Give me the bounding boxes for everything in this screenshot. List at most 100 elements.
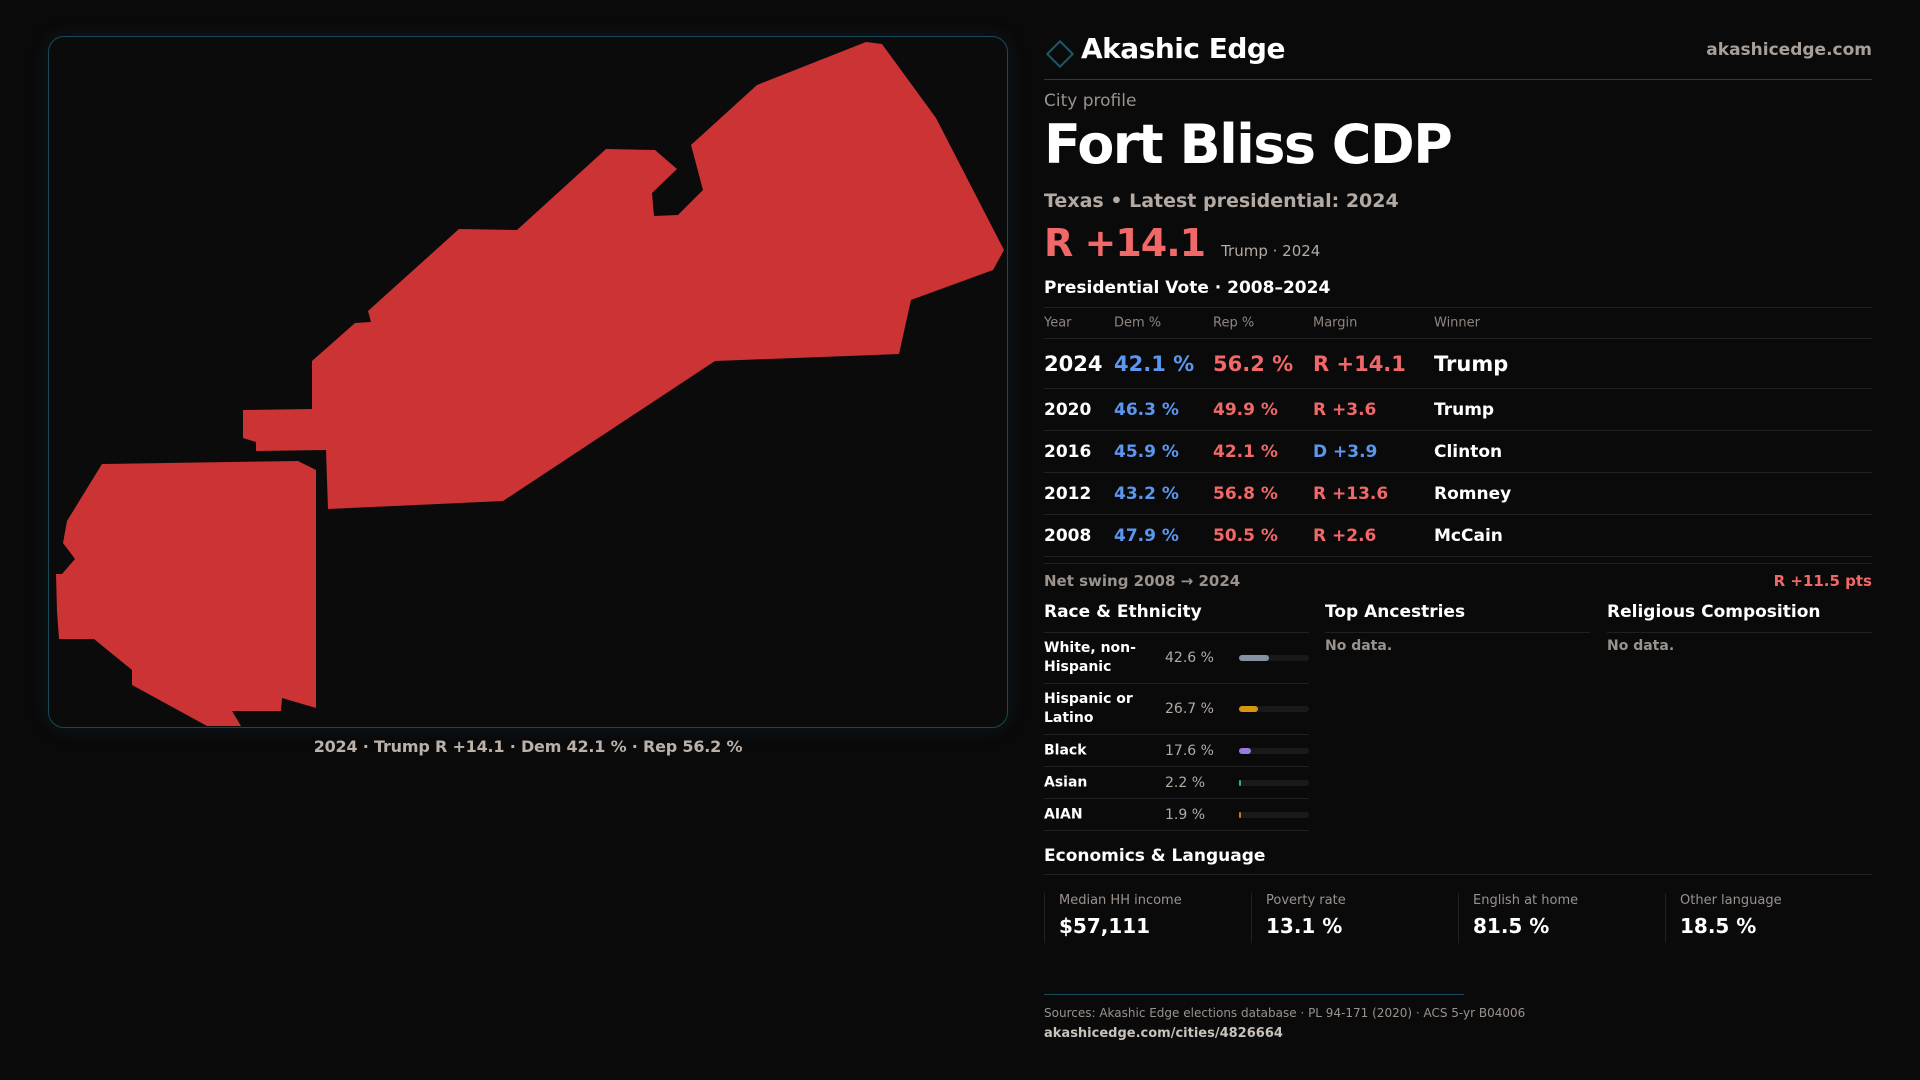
list-item: Hispanic or Latino 26.7 % — [1044, 684, 1309, 735]
race-bar-track — [1239, 706, 1309, 712]
cell-year: 2016 — [1044, 441, 1092, 462]
brand-header: Akashic Edge akashicedge.com — [1044, 32, 1872, 72]
table-row[interactable]: 2020 46.3 % 49.9 % R +3.6 Trump — [1044, 388, 1872, 430]
stat-other-language: Other language 18.5 % — [1665, 893, 1872, 943]
list-item: Black 17.6 % — [1044, 735, 1309, 767]
race-bar — [1239, 655, 1269, 661]
cell-winner: Trump — [1434, 399, 1495, 420]
race-bar-track — [1239, 655, 1309, 661]
race-percent: 26.7 % — [1165, 701, 1214, 717]
map-caption: 2024 · Trump R +14.1 · Dem 42.1 % · Rep … — [313, 737, 743, 756]
ancestries-section-title: Top Ancestries — [1325, 602, 1466, 622]
stat-poverty-rate: Poverty rate 13.1 % — [1251, 893, 1458, 943]
table-end-divider — [1044, 556, 1872, 557]
swing-divider — [1044, 563, 1872, 564]
map-panel[interactable] — [48, 36, 1008, 728]
cell-year: 2024 — [1044, 351, 1103, 376]
cell-winner: McCain — [1434, 525, 1503, 546]
race-list: White, non-Hispanic 42.6 % Hispanic or L… — [1044, 633, 1309, 831]
footer-divider — [1044, 994, 1464, 995]
page-subtitle: Texas • Latest presidential: 2024 — [1044, 190, 1399, 212]
stat-english-at-home: English at home 81.5 % — [1458, 893, 1665, 943]
race-bar-track — [1239, 779, 1309, 786]
vote-section-title: Presidential Vote · 2008–2024 — [1044, 278, 1331, 298]
boundary-polygon-main[interactable] — [243, 42, 1004, 509]
cell-year: 2012 — [1044, 483, 1092, 504]
table-row[interactable]: 2008 47.9 % 50.5 % R +2.6 McCain — [1044, 514, 1872, 556]
city-boundary-map — [56, 42, 1004, 726]
race-bar — [1239, 747, 1252, 754]
headline-margin: R +14.1 — [1044, 221, 1206, 265]
brand-name: Akashic Edge — [1081, 32, 1285, 65]
diamond-outline-icon — [1045, 39, 1075, 69]
cell-rep: 56.8 % — [1213, 483, 1278, 504]
cell-margin: R +13.6 — [1313, 483, 1389, 504]
table-row[interactable]: 2012 43.2 % 56.8 % R +13.6 Romney — [1044, 472, 1872, 514]
race-bar-track — [1239, 747, 1309, 754]
cell-dem: 47.9 % — [1114, 525, 1179, 546]
net-swing-label: Net swing 2008 → 2024 — [1044, 572, 1241, 590]
headline-meta: Trump · 2024 — [1221, 242, 1321, 260]
cell-year: 2008 — [1044, 525, 1092, 546]
ancestries-divider — [1325, 632, 1590, 633]
cell-dem: 46.3 % — [1114, 399, 1179, 420]
stat-label: Poverty rate — [1266, 893, 1346, 908]
page-title: Fort Bliss CDP — [1044, 113, 1453, 176]
cell-dem: 42.1 % — [1114, 351, 1195, 376]
cell-rep: 50.5 % — [1213, 525, 1278, 546]
vote-table: Year Dem % Rep % Margin Winner 2024 42.1… — [1044, 307, 1872, 557]
table-row[interactable]: 2016 45.9 % 42.1 % D +3.9 Clinton — [1044, 430, 1872, 472]
race-percent: 17.6 % — [1165, 742, 1214, 759]
brand-url-link[interactable]: akashicedge.com — [1706, 40, 1872, 60]
race-bar — [1239, 706, 1258, 712]
cell-margin: R +14.1 — [1313, 351, 1406, 376]
list-item: Asian 2.2 % — [1044, 767, 1309, 799]
cell-year: 2020 — [1044, 399, 1092, 420]
cell-winner: Trump — [1434, 351, 1509, 376]
stat-value: 81.5 % — [1473, 914, 1550, 938]
economics-grid: Median HH income $57,111 Poverty rate 13… — [1044, 893, 1872, 943]
cell-margin: D +3.9 — [1313, 441, 1378, 462]
headline-result: R +14.1 Trump · 2024 — [1044, 221, 1320, 265]
net-swing-value: R +11.5 pts — [1773, 572, 1872, 590]
religion-divider — [1607, 632, 1872, 633]
religion-section-title: Religious Composition — [1607, 602, 1821, 622]
header-year: Year — [1044, 315, 1072, 331]
list-item: AIAN 1.9 % — [1044, 799, 1309, 831]
race-bar — [1239, 779, 1242, 786]
race-name: Hispanic or Latino — [1044, 691, 1133, 726]
cell-winner: Romney — [1434, 483, 1512, 504]
page-url-link[interactable]: akashicedge.com/cities/4826664 — [1044, 1026, 1283, 1041]
cell-rep: 56.2 % — [1213, 351, 1294, 376]
race-bar — [1239, 811, 1242, 818]
list-item: White, non-Hispanic 42.6 % — [1044, 633, 1309, 684]
cell-margin: R +2.6 — [1313, 525, 1377, 546]
cell-margin: R +3.6 — [1313, 399, 1377, 420]
sources-note: Sources: Akashic Edge elections database… — [1044, 1006, 1526, 1020]
header-rep: Rep % — [1213, 315, 1255, 331]
ancestries-empty: No data. — [1325, 638, 1393, 654]
stat-value: $57,111 — [1059, 914, 1151, 938]
cell-rep: 49.9 % — [1213, 399, 1278, 420]
race-percent: 1.9 % — [1165, 806, 1206, 823]
boundary-polygon-south[interactable] — [56, 461, 316, 726]
economics-section-title: Economics & Language — [1044, 846, 1266, 866]
table-header: Year Dem % Rep % Margin Winner — [1044, 307, 1872, 338]
header-margin: Margin — [1313, 315, 1358, 331]
stat-median-income: Median HH income $57,111 — [1044, 893, 1251, 943]
race-section-title: Race & Ethnicity — [1044, 602, 1202, 622]
economics-divider — [1044, 874, 1872, 875]
religion-empty: No data. — [1607, 638, 1675, 654]
race-percent: 2.2 % — [1165, 774, 1206, 791]
stat-label: Median HH income — [1059, 893, 1182, 908]
cell-winner: Clinton — [1434, 441, 1503, 462]
stat-value: 18.5 % — [1680, 914, 1757, 938]
race-divider — [1044, 632, 1309, 633]
stat-label: English at home — [1473, 893, 1579, 908]
cell-rep: 42.1 % — [1213, 441, 1278, 462]
header-dem: Dem % — [1114, 315, 1162, 331]
table-row[interactable]: 2024 42.1 % 56.2 % R +14.1 Trump — [1044, 338, 1872, 388]
race-percent: 42.6 % — [1165, 650, 1214, 666]
race-name: AIAN — [1044, 806, 1083, 822]
stat-value: 13.1 % — [1266, 914, 1343, 938]
